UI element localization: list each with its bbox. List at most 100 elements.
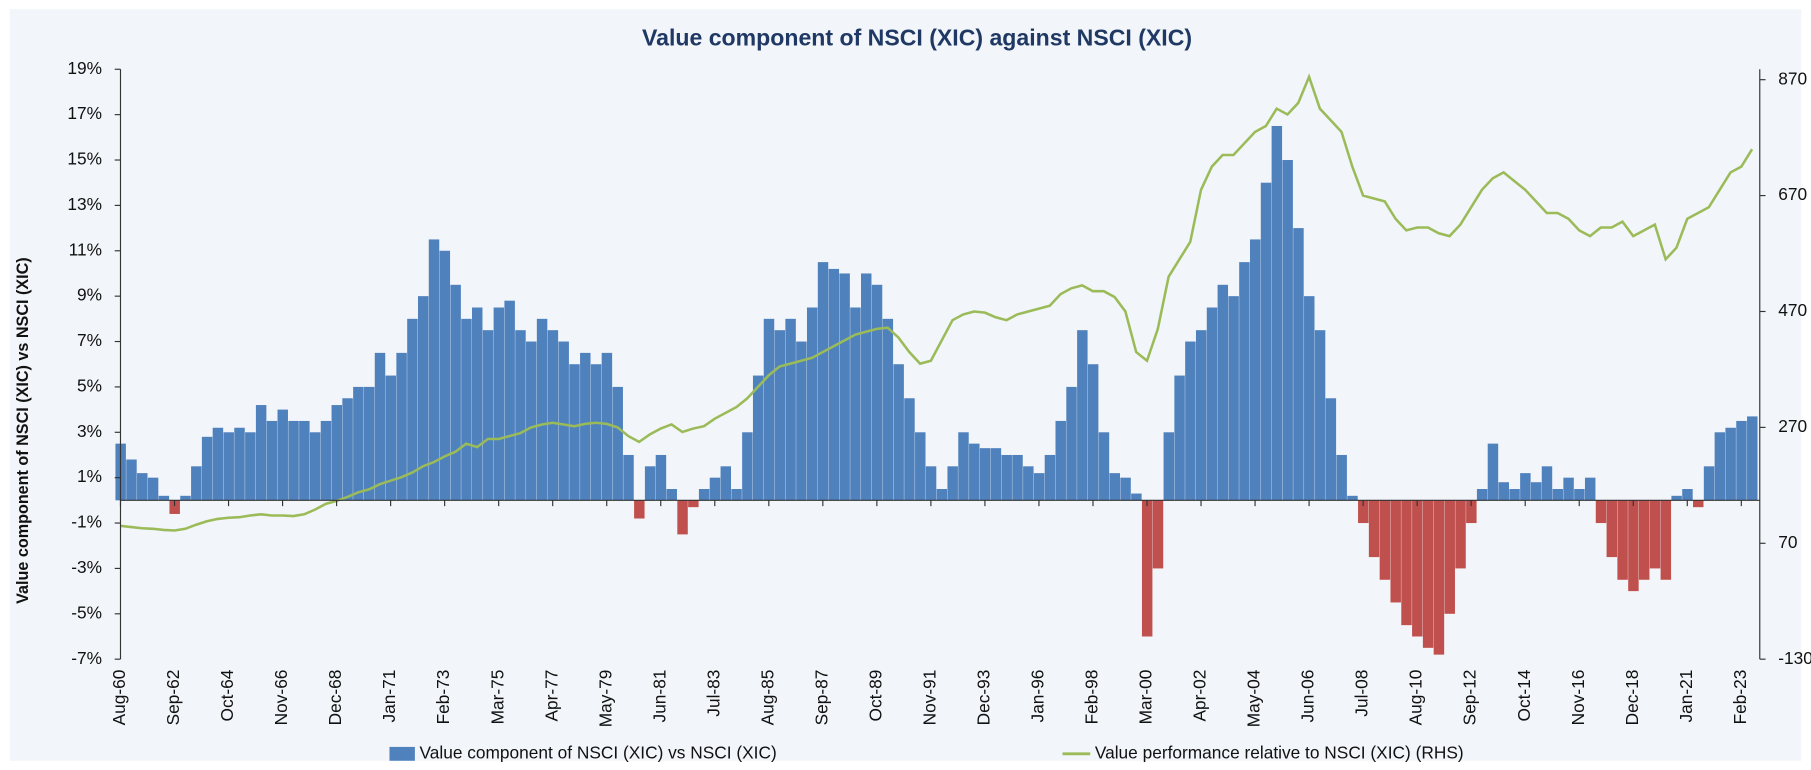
bar — [1563, 477, 1574, 501]
x-tick-label: Mar-00 — [1136, 670, 1156, 725]
bar — [461, 318, 472, 501]
y-tick-label: -1% — [71, 512, 102, 532]
chart-title: Value component of NSCI (XIC) against NS… — [642, 24, 1192, 50]
bar — [1736, 420, 1747, 501]
bar — [126, 459, 137, 501]
bar — [472, 307, 483, 501]
bar — [925, 466, 937, 501]
bar — [1336, 454, 1347, 501]
bar — [1412, 500, 1423, 637]
bar — [731, 489, 742, 501]
legend-label: Value performance relative to NSCI (XIC)… — [1095, 742, 1464, 762]
bar — [439, 250, 451, 501]
x-tick-label: Feb-23 — [1730, 670, 1750, 725]
bar — [1476, 489, 1488, 501]
y2-tick-label: -130 — [1778, 648, 1811, 668]
y-tick-label: 1% — [77, 466, 102, 486]
bar — [644, 466, 656, 501]
bar — [255, 405, 267, 501]
x-tick-label: Sep-87 — [811, 670, 831, 726]
bar — [407, 318, 418, 501]
bar — [688, 500, 699, 508]
x-tick-label: Sep-62 — [163, 670, 183, 726]
bar — [1725, 427, 1736, 501]
y2-tick-label: 670 — [1778, 184, 1807, 204]
bar — [590, 364, 602, 501]
bar — [1131, 493, 1142, 501]
bar — [979, 448, 991, 501]
y-tick-label: 11% — [69, 239, 102, 259]
y-tick-label: 9% — [77, 285, 102, 305]
bar — [1141, 500, 1153, 637]
bar — [861, 273, 872, 501]
bar — [904, 398, 915, 501]
bar — [936, 489, 948, 501]
bar — [342, 398, 353, 501]
legend-label: Value component of NSCI (XIC) vs NSCI (X… — [419, 742, 776, 762]
bar — [1250, 239, 1261, 501]
bar — [1077, 330, 1088, 501]
bar — [245, 432, 256, 501]
bar — [536, 318, 548, 501]
bar — [428, 239, 440, 501]
bar — [1552, 489, 1564, 501]
x-tick-label: Sep-12 — [1460, 670, 1480, 726]
y2-tick-label: 270 — [1778, 416, 1807, 436]
bar — [1617, 500, 1628, 580]
y2-tick-label: 470 — [1778, 300, 1807, 320]
y-tick-label: -3% — [71, 557, 102, 577]
bar — [396, 352, 407, 501]
x-tick-label: Apr-02 — [1190, 670, 1210, 722]
x-tick-label: Oct-89 — [865, 670, 885, 722]
bar — [1595, 500, 1607, 524]
bar — [223, 432, 234, 501]
bar — [1358, 500, 1369, 524]
x-tick-label: Oct-14 — [1514, 669, 1534, 721]
bar — [882, 318, 894, 501]
bar — [1649, 500, 1661, 569]
bar — [720, 466, 731, 501]
bar — [1260, 182, 1272, 501]
line — [120, 73, 1754, 532]
bar — [1293, 228, 1304, 501]
bar — [1098, 432, 1110, 501]
bar — [266, 420, 278, 501]
bar — [774, 330, 786, 501]
bar — [698, 489, 710, 501]
bar — [612, 386, 623, 501]
y2-tick-label: 870 — [1778, 68, 1807, 88]
bar — [601, 352, 613, 501]
bar — [558, 341, 569, 501]
bar — [623, 454, 634, 501]
bar — [947, 466, 958, 501]
bar — [990, 448, 1002, 501]
bar — [482, 330, 494, 501]
x-tick-label: Jan-71 — [379, 670, 399, 723]
bar — [893, 364, 904, 501]
bar — [1682, 489, 1693, 501]
bar — [1087, 364, 1099, 501]
bar — [817, 262, 829, 501]
bar — [374, 352, 386, 501]
bar — [1455, 500, 1466, 569]
y-tick-label: 15% — [67, 149, 102, 169]
bar — [320, 420, 332, 501]
x-tick-label: Dec-93 — [974, 670, 994, 726]
bar — [569, 364, 580, 501]
x-tick-label: Aug-10 — [1406, 670, 1426, 726]
bar — [353, 386, 364, 501]
bar — [1217, 284, 1229, 501]
bar — [1174, 375, 1185, 501]
bar — [958, 432, 969, 501]
bar — [450, 284, 461, 501]
y-tick-label: -5% — [71, 602, 102, 622]
x-tick-label: Nov-66 — [271, 670, 291, 726]
bar — [806, 307, 818, 501]
bar — [580, 352, 591, 501]
bar — [1638, 500, 1650, 580]
bar — [1487, 443, 1499, 501]
bar — [1714, 432, 1726, 501]
bar — [234, 427, 245, 501]
bar — [1444, 500, 1455, 614]
bar — [1185, 341, 1196, 501]
